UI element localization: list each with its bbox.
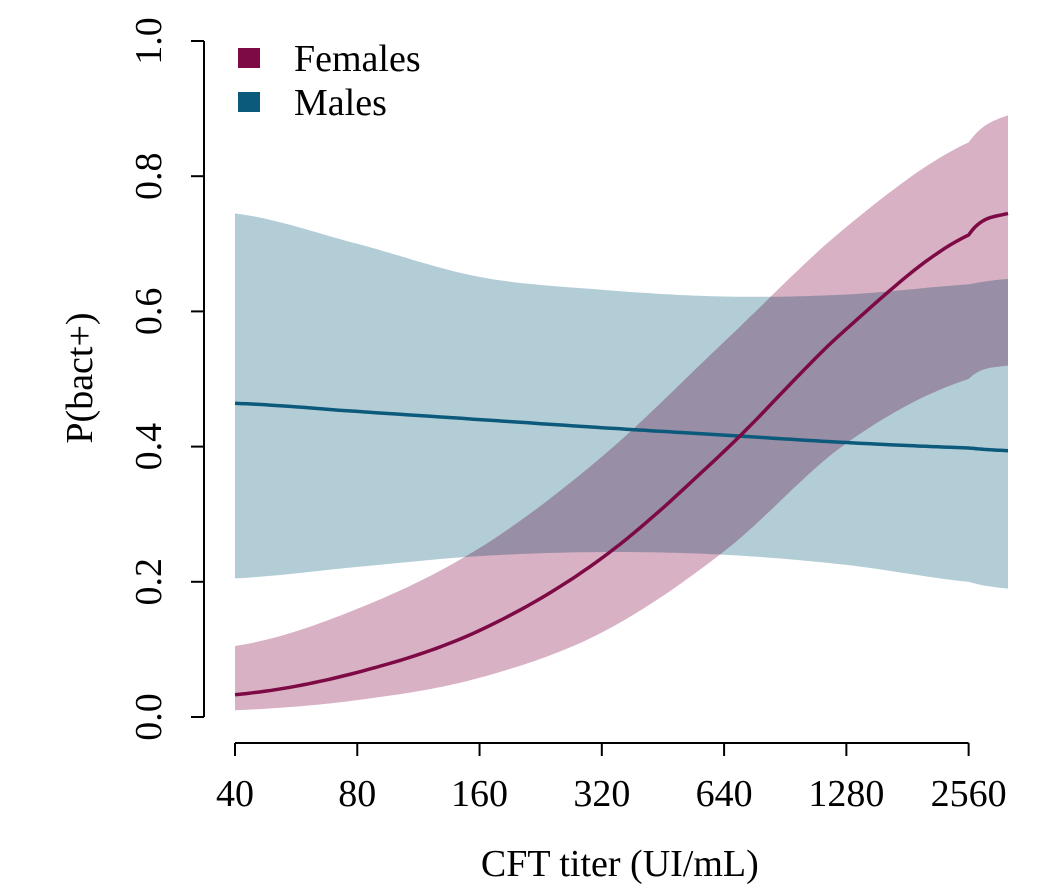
y-tick-label: 0.2 [128, 558, 170, 606]
y-tick-label: 0.8 [128, 152, 170, 200]
females-line [234, 211, 1009, 697]
y-tick-label: 1.0 [128, 17, 170, 65]
x-tick-label: 2560 [931, 773, 1007, 815]
y-axis-ticks: 0.0 0.2 0.4 0.6 0.8 1.0 [128, 17, 204, 741]
y-axis-title: P(bact+) [59, 312, 101, 443]
y-tick-label: 0.0 [128, 693, 170, 741]
y-tick-label: 0.4 [128, 423, 170, 471]
males-line [234, 401, 1009, 453]
x-tick-label: 80 [338, 773, 376, 815]
x-tick-label: 160 [451, 773, 508, 815]
x-tick-label: 640 [696, 773, 753, 815]
x-tick-label: 320 [573, 773, 630, 815]
series-lines [234, 211, 1009, 697]
x-tick-label: 1280 [808, 773, 884, 815]
legend-label-females: Females [294, 38, 421, 80]
x-tick-label: 40 [216, 773, 254, 815]
females-confidence-band [235, 115, 1008, 711]
confidence-bands [235, 115, 1008, 711]
legend-label-males: Males [294, 82, 387, 124]
x-axis-ticks: 40 80 160 320 640 1280 2560 [216, 743, 1007, 815]
legend-swatch-females [238, 48, 260, 68]
x-axis-title: CFT titer (UI/mL) [481, 843, 759, 885]
y-tick-label: 0.6 [128, 288, 170, 336]
legend-swatch-males [238, 92, 260, 112]
